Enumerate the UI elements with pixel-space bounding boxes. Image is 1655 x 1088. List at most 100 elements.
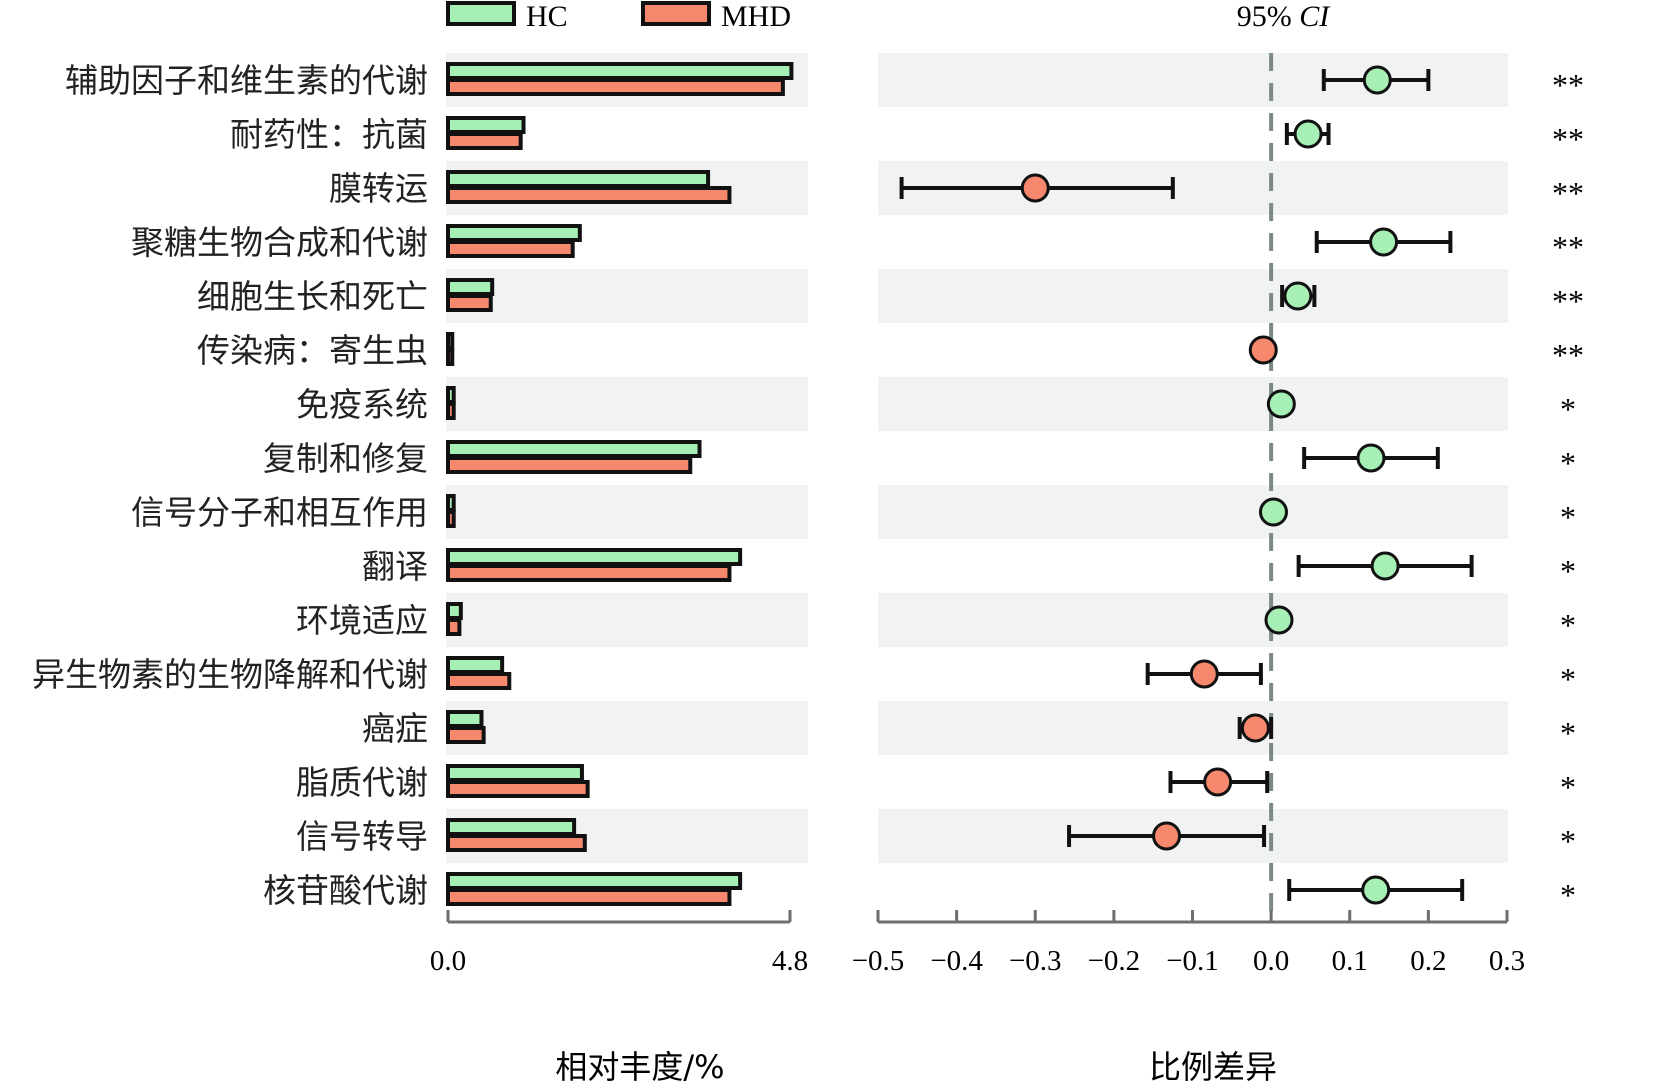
bar-hc bbox=[446, 872, 743, 890]
ci-title-prefix: 95% bbox=[1237, 0, 1300, 33]
tick-label: 0.3 bbox=[1489, 945, 1525, 977]
significance-label: ** bbox=[1552, 283, 1584, 319]
bar-x-axis-label: 相对丰度/% bbox=[555, 1048, 724, 1086]
category-label: 传染病：寄生虫 bbox=[197, 331, 428, 370]
tick-label: −0.4 bbox=[930, 945, 983, 977]
category-label: 脂质代谢 bbox=[296, 763, 428, 802]
ci-point-mhd bbox=[1240, 713, 1270, 743]
bar-hc bbox=[446, 116, 526, 134]
bar-mhd bbox=[446, 78, 785, 96]
significance-label: * bbox=[1560, 553, 1576, 589]
category-label: 免疫系统 bbox=[296, 385, 428, 424]
category-label: 辅助因子和维生素的代谢 bbox=[65, 61, 428, 100]
legend-swatch-mhd bbox=[641, 1, 711, 26]
ci-point-mhd bbox=[1203, 767, 1233, 797]
category-label: 异生物素的生物降解和代谢 bbox=[32, 655, 428, 694]
significance-label: * bbox=[1560, 499, 1576, 535]
row-band bbox=[446, 269, 808, 323]
bar-mhd bbox=[446, 294, 493, 312]
bar-mhd bbox=[446, 132, 523, 150]
bar-hc bbox=[446, 494, 456, 512]
bar-hc bbox=[446, 818, 577, 836]
ci-point-hc bbox=[1370, 551, 1400, 581]
category-label: 环境适应 bbox=[296, 601, 428, 640]
bar-hc bbox=[446, 440, 702, 458]
row-band bbox=[446, 593, 808, 647]
significance-label: * bbox=[1560, 877, 1576, 913]
legend-swatch-hc bbox=[446, 1, 516, 26]
tick-label: 4.8 bbox=[772, 945, 808, 977]
ci-point-hc bbox=[1264, 605, 1294, 635]
ci-chart bbox=[899, 53, 1474, 918]
significance-label: * bbox=[1560, 607, 1576, 643]
bar-mhd bbox=[446, 618, 462, 636]
row-band bbox=[878, 269, 1508, 323]
bar-mhd bbox=[446, 186, 732, 204]
row-bands bbox=[446, 53, 1508, 863]
ci-point-mhd bbox=[1248, 335, 1278, 365]
tick-label: 0.2 bbox=[1410, 945, 1446, 977]
bar-mhd bbox=[446, 564, 732, 582]
significance-label: * bbox=[1560, 823, 1576, 859]
row-band bbox=[878, 377, 1508, 431]
bar-hc bbox=[446, 710, 484, 728]
significance-label: * bbox=[1560, 391, 1576, 427]
bar-hc bbox=[446, 278, 495, 296]
row-band bbox=[878, 701, 1508, 755]
category-label: 翻译 bbox=[362, 547, 428, 586]
significance-label: * bbox=[1560, 769, 1576, 805]
significance-label: * bbox=[1560, 661, 1576, 697]
category-label: 信号分子和相互作用 bbox=[131, 493, 428, 532]
significance-label: ** bbox=[1552, 175, 1584, 211]
bar-mhd bbox=[446, 402, 456, 420]
tick-label: −0.1 bbox=[1166, 945, 1219, 977]
category-label: 膜转运 bbox=[329, 169, 428, 208]
category-labels: 辅助因子和维生素的代谢耐药性：抗菌膜转运聚糖生物合成和代谢细胞生长和死亡传染病：… bbox=[32, 61, 428, 910]
ci-point-hc bbox=[1266, 389, 1296, 419]
category-label: 信号转导 bbox=[296, 817, 428, 856]
category-label: 细胞生长和死亡 bbox=[197, 277, 428, 316]
tick-label: −0.3 bbox=[1009, 945, 1062, 977]
bar-hc bbox=[446, 224, 582, 242]
tick-label: −0.5 bbox=[852, 945, 905, 977]
category-label: 癌症 bbox=[362, 709, 428, 748]
bar-mhd bbox=[446, 240, 575, 258]
ci-title-italic: CI bbox=[1299, 0, 1331, 33]
ci-point-mhd bbox=[1152, 821, 1182, 851]
ci-x-axis-label: 比例差异 bbox=[1149, 1048, 1277, 1086]
bar-chart bbox=[446, 62, 794, 906]
legend: HC MHD bbox=[446, 0, 791, 33]
bar-hc bbox=[446, 62, 794, 80]
bar-mhd bbox=[446, 456, 693, 474]
bar-hc bbox=[446, 332, 455, 350]
significance-label: ** bbox=[1552, 67, 1584, 103]
significance-label: ** bbox=[1552, 121, 1584, 157]
row-band bbox=[878, 485, 1508, 539]
significance-label: * bbox=[1560, 715, 1576, 751]
bar-hc bbox=[446, 656, 505, 674]
ci-point-hc bbox=[1361, 875, 1391, 905]
row-band bbox=[446, 377, 808, 431]
bar-mhd bbox=[446, 726, 486, 744]
bar-mhd bbox=[446, 780, 590, 798]
legend-label-hc: HC bbox=[526, 0, 568, 33]
ci-chart-title: 95% CI bbox=[1237, 0, 1332, 33]
row-band bbox=[878, 593, 1508, 647]
bar-hc bbox=[446, 170, 711, 188]
significance-label: * bbox=[1560, 445, 1576, 481]
tick-label: 0.1 bbox=[1332, 945, 1368, 977]
ci-point-hc bbox=[1293, 119, 1323, 149]
ci-point-hc bbox=[1369, 227, 1399, 257]
ci-point-mhd bbox=[1189, 659, 1219, 689]
bar-mhd bbox=[446, 672, 512, 690]
ci-point-hc bbox=[1258, 497, 1288, 527]
category-label: 核苷酸代谢 bbox=[263, 871, 428, 910]
bar-hc bbox=[446, 602, 463, 620]
bar-mhd bbox=[446, 510, 456, 528]
ci-point-hc bbox=[1356, 443, 1386, 473]
category-label: 复制和修复 bbox=[263, 439, 428, 478]
tick-label: 0.0 bbox=[1253, 945, 1289, 977]
tick-label: −0.2 bbox=[1088, 945, 1141, 977]
ci-point-mhd bbox=[1020, 173, 1050, 203]
